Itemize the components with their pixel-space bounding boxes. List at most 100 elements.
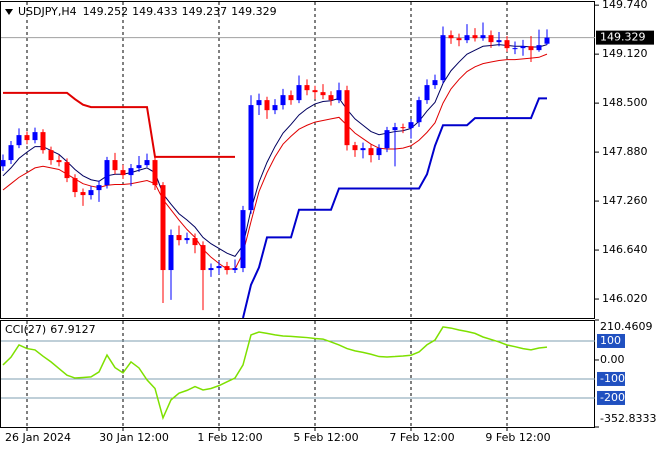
- candle-body: [8, 145, 14, 161]
- candle-body: [288, 95, 294, 101]
- candle-body: [0, 160, 6, 167]
- last-price-label: 149.329: [600, 31, 646, 44]
- y-tick-label: 146.640: [602, 243, 648, 256]
- candle-body: [72, 178, 78, 193]
- candle-body: [536, 45, 542, 51]
- y-tick-label: 147.260: [602, 194, 648, 207]
- main-frame: [0, 1, 595, 319]
- cci-frame: [0, 320, 595, 428]
- x-tick-label: 7 Feb 12:00: [389, 431, 454, 444]
- candle-body: [456, 38, 462, 41]
- candle-body: [336, 90, 342, 101]
- candle-body: [64, 162, 70, 179]
- candle-body: [520, 46, 526, 49]
- candle-body: [296, 85, 302, 101]
- candle-body: [240, 210, 246, 269]
- candle-body: [400, 127, 406, 129]
- x-tick-label: 30 Jan 12:00: [99, 431, 169, 444]
- candle-body: [136, 165, 142, 169]
- candle-body: [512, 48, 518, 50]
- x-tick-label: 26 Jan 2024: [5, 431, 71, 444]
- candle-body: [440, 35, 446, 81]
- candle-body: [320, 92, 326, 96]
- level-label: -100: [600, 372, 625, 385]
- candle-body: [152, 160, 158, 186]
- candle-body: [272, 105, 278, 111]
- x-tick-label: 1 Feb 12:00: [197, 431, 262, 444]
- y-tick-label: -352.8333: [600, 412, 656, 425]
- x-tick-label: 9 Feb 12:00: [485, 431, 550, 444]
- x-tick-label: 5 Feb 12:00: [293, 431, 358, 444]
- candle-body: [232, 268, 238, 271]
- candle-body: [144, 160, 150, 166]
- candle-body: [16, 135, 22, 146]
- candle-body: [184, 238, 190, 241]
- candle-body: [112, 160, 118, 171]
- candle-body: [48, 150, 54, 161]
- candle-body: [480, 35, 486, 39]
- candle-body: [312, 90, 318, 93]
- indicator-line: [242, 97, 547, 319]
- last-price-box: [596, 30, 654, 45]
- candle-body: [216, 266, 222, 269]
- y-tick-label: 210.4609: [600, 320, 653, 333]
- y-tick-label: 147.880: [602, 145, 648, 158]
- candle-body: [448, 35, 454, 39]
- low-value: 149.237: [182, 5, 228, 18]
- candle-body: [504, 40, 510, 49]
- candle-body: [256, 100, 262, 106]
- indicator-line: [3, 91, 235, 158]
- y-tick-label: 149.120: [602, 47, 648, 60]
- candle-body: [176, 235, 182, 241]
- candle-body: [192, 238, 198, 246]
- y-tick-label: 148.500: [602, 96, 648, 109]
- level-label: 100: [600, 334, 621, 347]
- y-tick-label: 146.020: [602, 292, 648, 305]
- candle-body: [424, 85, 430, 101]
- candle-body: [328, 95, 334, 101]
- symbol: USDJPY,H4: [18, 5, 77, 18]
- candle-body: [208, 268, 214, 271]
- candle-body: [32, 132, 38, 141]
- candle-body: [88, 190, 94, 196]
- candle-body: [120, 170, 126, 176]
- candle-body: [360, 148, 366, 151]
- level-box: [597, 371, 625, 386]
- indicator-line: [2, 53, 548, 270]
- candle-body: [200, 245, 206, 271]
- candle-body: [248, 105, 254, 211]
- y-tick-label: 149.740: [602, 0, 648, 11]
- candle-body: [56, 160, 62, 163]
- candle-body: [160, 185, 166, 271]
- candle-body: [496, 40, 502, 43]
- candle-body: [96, 185, 102, 191]
- cci-value: 67.9127: [50, 323, 96, 336]
- candle-body: [528, 46, 534, 51]
- candle-body: [128, 168, 134, 176]
- main-header: USDJPY,H4 149.252 149.433 149.237 149.329: [18, 5, 277, 18]
- level-label: -200: [600, 391, 625, 404]
- candle-body: [352, 145, 358, 151]
- close-value: 149.329: [231, 5, 277, 18]
- level-box: [597, 390, 625, 405]
- candle-body: [432, 80, 438, 86]
- candle-body: [24, 135, 30, 141]
- candle-body: [368, 148, 374, 156]
- candle-body: [224, 266, 230, 271]
- y-tick-label: 0.00: [600, 353, 625, 366]
- candle-body: [280, 95, 286, 106]
- candle-body: [304, 85, 310, 91]
- candle-body: [392, 127, 398, 131]
- header-arrow: [5, 9, 13, 15]
- candle-body: [384, 130, 390, 149]
- open-value: 149.252: [83, 5, 129, 18]
- candle-body: [344, 90, 350, 146]
- candle-body: [544, 37, 550, 44]
- candle-body: [80, 192, 86, 196]
- level-box: [597, 333, 625, 348]
- candle-body: [416, 100, 422, 123]
- indicator-line: [2, 326, 548, 421]
